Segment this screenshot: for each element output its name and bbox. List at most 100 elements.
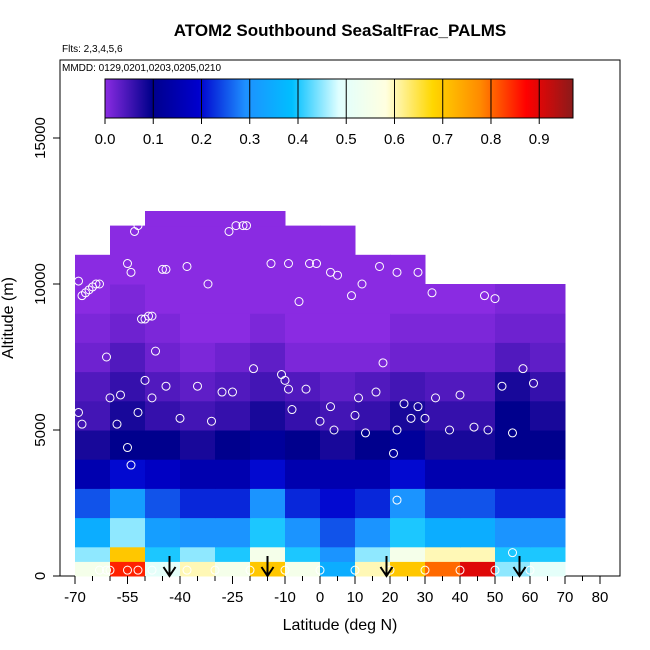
x-tick-label: -40	[169, 589, 191, 606]
heatmap-cell	[285, 459, 321, 489]
heatmap-cell	[530, 488, 566, 519]
sample-point	[326, 402, 335, 412]
sample-point	[392, 425, 402, 435]
heatmap-cell	[215, 254, 251, 285]
sample-point	[238, 221, 248, 231]
heatmap-cell	[75, 488, 111, 519]
y-tick-label: 5000	[32, 413, 49, 446]
heatmap-cell	[425, 313, 461, 343]
x-tick-label: 80	[592, 589, 609, 606]
heatmap-cell	[320, 546, 356, 562]
sample-point	[490, 565, 500, 575]
sample-point	[123, 259, 132, 269]
heatmap-cell	[110, 284, 146, 314]
sample-point	[350, 410, 360, 420]
heatmap-cell	[530, 546, 566, 562]
heatmap-cell	[495, 371, 531, 402]
heatmap-cell	[355, 342, 391, 373]
heatmap-cell	[460, 284, 496, 314]
heatmap-cell	[215, 371, 251, 402]
sample-point	[469, 422, 479, 432]
heatmap-cell	[390, 459, 426, 489]
sample-point	[406, 413, 416, 423]
sample-point	[231, 221, 241, 231]
heatmap-cell	[530, 561, 566, 577]
sample-point	[161, 264, 171, 274]
colorbar-tick-label: 0.4	[288, 131, 309, 148]
heatmap-cell	[495, 488, 531, 519]
sample-point	[371, 387, 381, 397]
sample-point	[217, 387, 227, 397]
sample-point	[102, 352, 111, 362]
sample-point	[525, 565, 535, 575]
heatmap-cell	[215, 517, 251, 548]
heatmap-cell	[495, 342, 531, 373]
heatmap-cell	[215, 488, 251, 519]
sample-point	[210, 565, 220, 575]
heatmap-cell	[250, 313, 286, 343]
colorbar-tick-label: 0.8	[481, 131, 502, 148]
x-tick-label: 20	[382, 589, 399, 606]
heatmap-cell	[320, 430, 356, 460]
heatmap-cell	[425, 488, 461, 519]
heatmap-cell	[495, 517, 531, 548]
sample-point	[483, 425, 493, 435]
heatmap-cell	[110, 459, 146, 489]
sample-point	[147, 311, 157, 321]
heatmap-cell	[180, 225, 216, 256]
heatmap-cell	[320, 561, 356, 577]
sample-point	[126, 460, 136, 470]
heatmap-cell	[285, 430, 321, 460]
x-tick-label: -25	[222, 589, 244, 606]
heatmap-cell	[180, 371, 216, 402]
sample-point	[242, 221, 251, 231]
heatmap-cell	[110, 342, 146, 373]
sample-point	[182, 261, 192, 271]
sample-point	[207, 416, 216, 426]
sample-point	[315, 416, 325, 426]
heatmap-cell	[110, 313, 146, 343]
heatmap-cell	[390, 488, 426, 519]
heatmap-cell	[355, 400, 391, 431]
sample-point	[280, 375, 290, 385]
sample-point	[284, 259, 293, 269]
sample-point	[361, 428, 370, 438]
heatmap-cell	[320, 342, 356, 373]
heatmap-cell	[285, 546, 321, 562]
heatmap-cell	[110, 488, 146, 519]
sample-point	[147, 565, 157, 575]
sample-point	[193, 381, 202, 391]
heatmap-cell	[180, 254, 216, 285]
heatmap-cell	[110, 430, 146, 460]
subtitle-dates: MMDD: 0129,0201,0203,0205,0210	[62, 63, 221, 74]
heatmap-cell	[145, 225, 181, 256]
heatmap-cell	[390, 313, 426, 343]
sample-point	[508, 548, 517, 558]
heatmap-cell	[145, 284, 181, 314]
heatmap-cell	[180, 342, 216, 373]
heatmap-cell	[425, 400, 461, 431]
heatmap-cell	[250, 371, 286, 402]
sample-point	[431, 393, 440, 403]
sample-point	[95, 279, 104, 289]
x-tick-label: 60	[522, 589, 539, 606]
heatmap-cell	[75, 430, 111, 460]
sample-point	[151, 346, 160, 356]
heatmap-cell	[495, 313, 531, 343]
down-arrow-icon	[379, 556, 394, 578]
sample-point	[508, 428, 517, 438]
heatmap-cell	[460, 371, 496, 402]
heatmap-cell	[355, 459, 391, 489]
heatmap-cell	[320, 371, 356, 402]
sample-point	[511, 241, 521, 251]
colorbar-tick-label: 0.6	[384, 131, 405, 148]
sample-point	[203, 279, 213, 289]
down-arrow-icon	[512, 556, 527, 578]
heatmap-cell	[250, 459, 286, 489]
heatmap-cell	[180, 546, 216, 562]
heatmap-cell	[180, 561, 216, 577]
sample-point	[420, 413, 430, 423]
heatmap-cell	[530, 517, 566, 548]
sample-point	[228, 387, 237, 397]
heatmap-cell	[145, 546, 181, 562]
